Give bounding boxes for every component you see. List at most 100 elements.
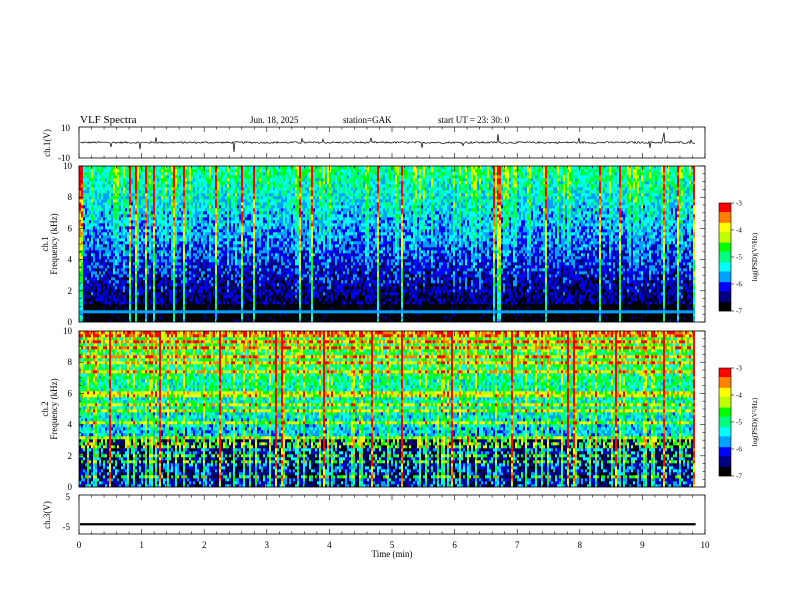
spectrogram-cell	[119, 292, 121, 296]
spectrogram-cell	[143, 289, 145, 293]
spectrogram-cell	[213, 283, 215, 287]
spectrogram-cell	[239, 262, 241, 266]
spectrogram-cell	[183, 181, 185, 185]
spectrogram-cell	[265, 187, 267, 191]
spectrogram-cell	[163, 184, 165, 188]
spectrogram-cell	[175, 307, 177, 311]
spectrogram-cell	[241, 283, 243, 287]
spectrogram-cell	[239, 187, 241, 191]
spectrogram-cell	[171, 211, 173, 215]
spectrogram-cell	[189, 172, 191, 176]
spectrogram-cell	[251, 271, 253, 275]
spectrogram-cell	[255, 196, 257, 200]
spectrogram-cell	[187, 295, 189, 299]
spectrogram-cell	[141, 166, 143, 170]
spectrogram-cell	[247, 229, 249, 233]
spectrogram-cell	[127, 262, 129, 266]
spectrogram-cell	[231, 232, 233, 236]
spectrogram-cell	[195, 271, 197, 275]
spectrogram-cell	[261, 172, 263, 176]
spectrogram-cell	[97, 253, 99, 257]
spectrogram-cell	[261, 286, 263, 290]
spectrogram-cell	[177, 226, 179, 230]
spectrogram-cell	[263, 268, 265, 272]
spectrogram-cell	[145, 220, 147, 224]
spectrogram-cell	[215, 217, 217, 221]
spectrogram-cell	[141, 316, 143, 320]
spectrogram-cell	[185, 277, 187, 281]
spectrogram-cell	[169, 262, 171, 266]
spectrogram-cell	[79, 208, 81, 212]
spectrogram-cell	[189, 202, 191, 206]
spectrogram-cell	[199, 265, 201, 269]
spectrogram-cell	[263, 271, 265, 275]
spectrogram-cell	[171, 295, 173, 299]
spectrogram-cell	[241, 214, 243, 218]
spectrogram-cell	[189, 268, 191, 272]
spectrogram-cell	[171, 202, 173, 206]
spectrogram-cell	[83, 286, 85, 290]
spectrogram-cell	[193, 226, 195, 230]
spectrogram-cell	[259, 199, 261, 203]
spectrogram-cell	[169, 319, 171, 323]
spectrogram-cell	[101, 268, 103, 272]
spectrogram-cell	[95, 304, 97, 308]
spectrogram-cell	[79, 232, 81, 236]
spectrogram-cell	[221, 253, 223, 257]
spectrogram-cell	[151, 184, 153, 188]
spectrogram-cell	[91, 199, 93, 203]
spectrogram-cell	[135, 298, 137, 302]
spectrogram-cell	[133, 199, 135, 203]
spectrogram-cell	[155, 193, 157, 197]
spectrogram-cell	[175, 193, 177, 197]
spectrogram-cell	[269, 307, 271, 311]
spectrogram-cell	[165, 226, 167, 230]
spectrogram-cell	[121, 271, 123, 275]
spectrogram-cell	[167, 235, 169, 239]
spectrogram-cell	[175, 202, 177, 206]
spectrogram-cell	[229, 292, 231, 296]
spectrogram-cell	[267, 298, 269, 302]
spectrogram-cell	[215, 193, 217, 197]
spectrogram-cell	[221, 241, 223, 245]
spectrogram-cell	[199, 220, 201, 224]
spectrogram-cell	[217, 232, 219, 236]
spectrogram-cell	[213, 247, 215, 251]
spectrogram-cell	[101, 274, 103, 278]
spectrogram-cell	[85, 280, 87, 284]
spectrogram-cell	[243, 172, 245, 176]
spectrogram-cell	[197, 181, 199, 185]
spectrogram-cell	[247, 178, 249, 182]
spectrogram-cell	[201, 205, 203, 209]
spectrogram-cell	[127, 313, 129, 317]
spectrogram-cell	[85, 208, 87, 212]
spectrogram-cell	[255, 187, 257, 191]
spectrogram-cell	[163, 289, 165, 293]
spectrogram-cell	[171, 241, 173, 245]
spectrogram-cell	[165, 175, 167, 179]
spectrogram-cell	[153, 286, 155, 290]
spectrogram-cell	[131, 214, 133, 218]
spectrogram-cell	[121, 313, 123, 317]
spectrogram-cell	[235, 223, 237, 227]
spectrogram-cell	[195, 217, 197, 221]
spectrogram-cell	[83, 253, 85, 257]
spectrogram-cell	[123, 310, 125, 314]
spectrogram-cell	[199, 178, 201, 182]
spectrogram-cell	[161, 262, 163, 266]
spectrogram-cell	[193, 313, 195, 317]
spectrogram-cell	[235, 220, 237, 224]
spectrogram-cell	[259, 223, 261, 227]
spectrogram-cell	[217, 286, 219, 290]
spectrogram-cell	[267, 304, 269, 308]
spectrogram-cell	[123, 304, 125, 308]
spectrogram-cell	[223, 301, 225, 305]
spectrogram-cell	[89, 298, 91, 302]
spectrogram-cell	[265, 283, 267, 287]
spectrogram-cell	[245, 235, 247, 239]
spectrogram-cell	[83, 268, 85, 272]
spectrogram-cell	[93, 220, 95, 224]
spectrogram-cell	[255, 166, 257, 170]
spectrogram-cell	[201, 313, 203, 317]
spectrogram-cell	[173, 211, 175, 215]
